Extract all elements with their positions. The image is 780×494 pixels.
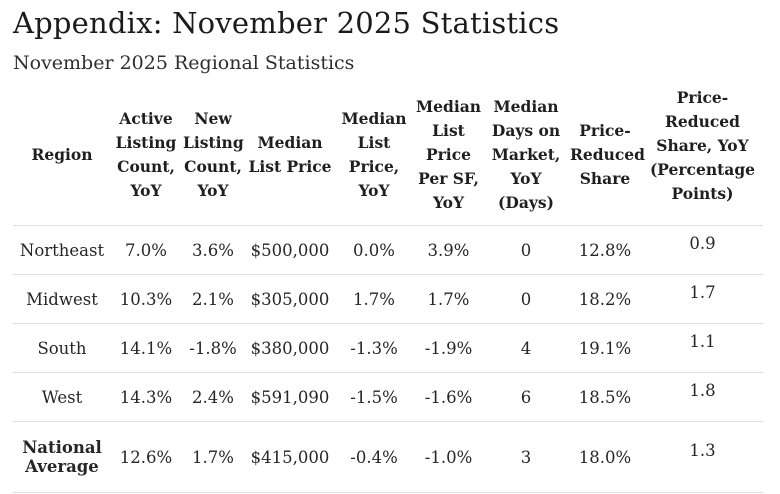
column-header-median-days-on-market: Median Days on Market, YoY (Days) (491, 97, 561, 213)
table-cell: -1.3% (335, 323, 413, 373)
column-header-active-listing-yoy: Active Listing Count, YoY (115, 109, 177, 201)
column-header-price-reduced-share-yoy: Price-Reduced Share, YoY (Percentage Poi… (642, 88, 763, 226)
table-cell: $380,000 (245, 323, 335, 373)
regional-statistics-table: Region Active Listing Count, YoY New Lis… (13, 88, 763, 494)
table-cell: 1.3 (642, 421, 763, 494)
table-cell-value: 1.7 (689, 282, 716, 302)
region-label: South (13, 323, 111, 373)
region-label: Midwest (13, 274, 111, 324)
table-cell-value: 0.9 (689, 233, 716, 253)
table-cell: 3 (484, 421, 568, 494)
table-cell: 1.8 (642, 372, 763, 422)
region-label: Northeast (13, 225, 111, 275)
table-row-national-average: National Average 12.6% 1.7% $415,000 -0.… (13, 421, 763, 494)
column-header-new-listing-yoy: New Listing Count, YoY (183, 109, 244, 201)
table-cell-value: 1.1 (689, 331, 716, 351)
column-header-region: Region (31, 145, 93, 165)
page-title: Appendix: November 2025 Statistics (13, 6, 560, 40)
table-cell: -0.4% (335, 421, 413, 494)
table-cell: 1.7 (642, 274, 763, 324)
table-row-south: South 14.1% -1.8% $380,000 -1.3% -1.9% 4… (13, 323, 763, 373)
column-header-price-reduced-share: Price-Reduced Share (570, 121, 645, 189)
table-cell: 1.7% (335, 274, 413, 324)
table-cell: 18.0% (568, 421, 642, 494)
column-header-price-reduced-share-yoy-label: Price-Reduced Share, YoY (Percentage Poi… (649, 88, 756, 204)
table-cell: -1.8% (181, 323, 245, 373)
table-cell: -1.5% (335, 372, 413, 422)
table-cell: 10.3% (111, 274, 181, 324)
table-cell: 1.7% (413, 274, 484, 324)
table-cell: 3.9% (413, 225, 484, 275)
page-subtitle: November 2025 Regional Statistics (13, 51, 355, 74)
table-cell: $415,000 (245, 421, 335, 494)
table-cell: 6 (484, 372, 568, 422)
table-cell: 19.1% (568, 323, 642, 373)
column-header-median-list-price-per-sf-yoy: Median List Price Per SF, YoY (415, 97, 482, 213)
table-cell: 12.6% (111, 421, 181, 494)
table-cell: 2.1% (181, 274, 245, 324)
table-cell: 3.6% (181, 225, 245, 275)
table-cell-value: 1.8 (689, 380, 716, 400)
table-cell: 1.7% (181, 421, 245, 494)
table-row-northeast: Northeast 7.0% 3.6% $500,000 0.0% 3.9% 0… (13, 225, 763, 275)
table-cell: -1.9% (413, 323, 484, 373)
table-header-row: Region Active Listing Count, YoY New Lis… (13, 88, 763, 226)
table-cell: 7.0% (111, 225, 181, 275)
table-cell: 14.3% (111, 372, 181, 422)
column-header-median-list-price-yoy: Median List Price, YoY (341, 109, 407, 201)
table-cell: 1.1 (642, 323, 763, 373)
table-cell: 0 (484, 225, 568, 275)
table-cell: $305,000 (245, 274, 335, 324)
table-cell: 4 (484, 323, 568, 373)
table-cell: 18.5% (568, 372, 642, 422)
table-cell: 14.1% (111, 323, 181, 373)
table-cell: 0.0% (335, 225, 413, 275)
table-cell-value: 1.3 (689, 440, 716, 460)
region-label: National Average (13, 421, 111, 494)
table-cell: 18.2% (568, 274, 642, 324)
table-cell: $591,090 (245, 372, 335, 422)
region-label: West (13, 372, 111, 422)
table-cell: 12.8% (568, 225, 642, 275)
table-cell: 0 (484, 274, 568, 324)
table-cell: -1.0% (413, 421, 484, 494)
appendix-section: Appendix: November 2025 Statistics Novem… (0, 6, 780, 494)
table-cell: -1.6% (413, 372, 484, 422)
table-cell: 0.9 (642, 225, 763, 275)
table-cell: 2.4% (181, 372, 245, 422)
table-row-midwest: Midwest 10.3% 2.1% $305,000 1.7% 1.7% 0 … (13, 274, 763, 324)
table-row-west: West 14.3% 2.4% $591,090 -1.5% -1.6% 6 1… (13, 372, 763, 422)
table-cell: $500,000 (245, 225, 335, 275)
column-header-median-list-price: Median List Price (248, 133, 332, 177)
